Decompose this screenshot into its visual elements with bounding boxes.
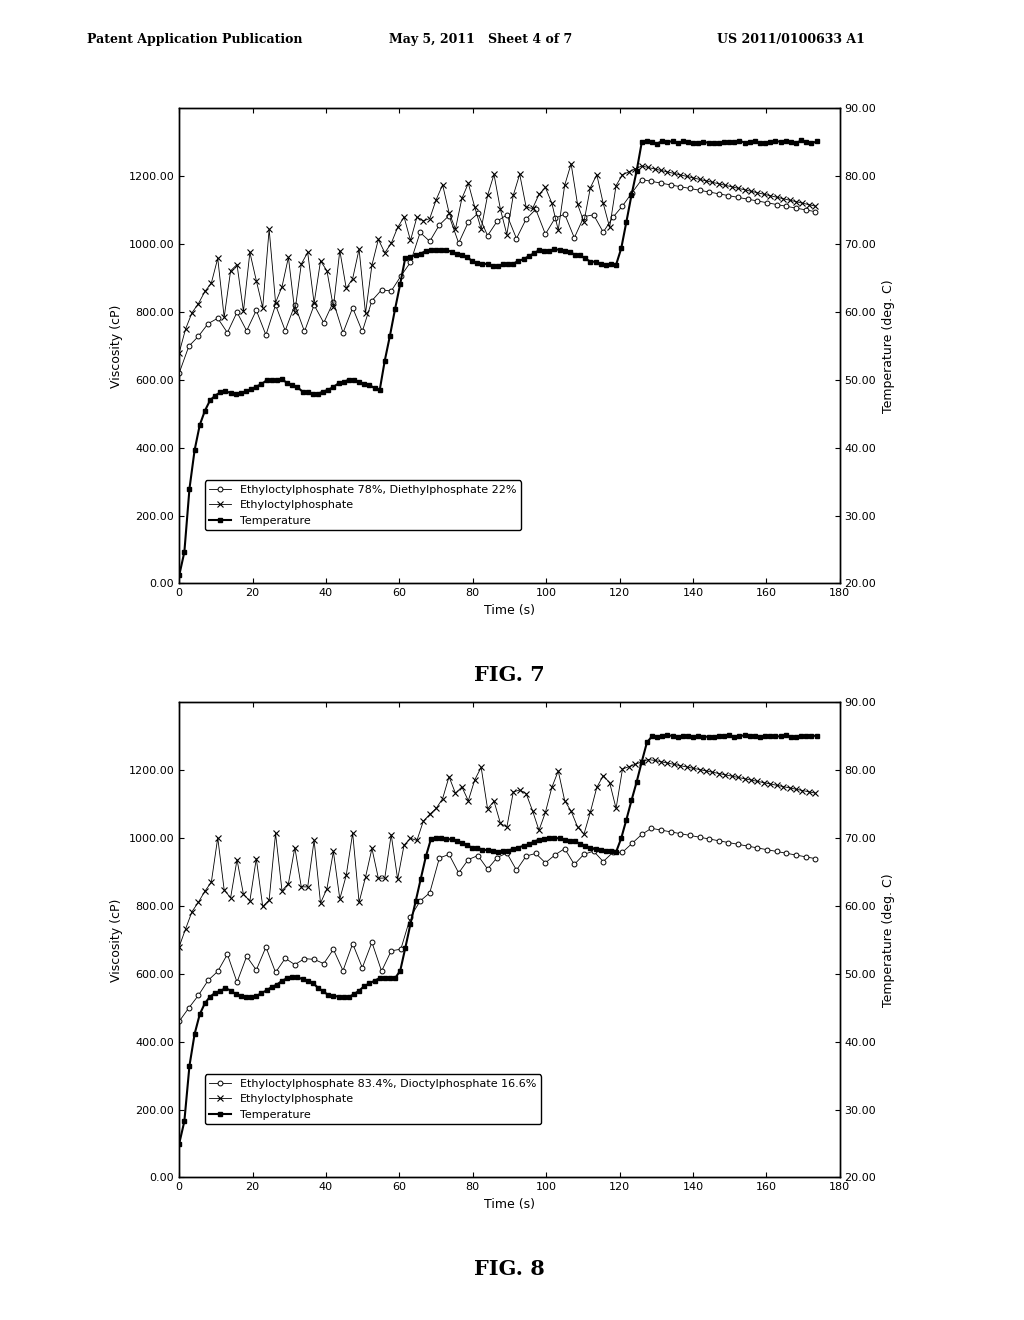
Ethyloctylphosphate 83.4%, Dioctylphosphate 16.6% [173,1014,185,1030]
Ethyloctylphosphate [809,198,821,214]
Ethyloctylphosphate 78%, Diethylphosphate 22% [665,177,677,193]
Temperature [173,568,185,583]
Ethyloctylphosphate [642,751,654,767]
Ethyloctylphosphate [321,880,333,896]
Line: Ethyloctylphosphate 83.4%, Dioctylphosphate 16.6%: Ethyloctylphosphate 83.4%, Dioctylphosph… [177,826,817,1024]
Ethyloctylphosphate 78%, Diethylphosphate 22% [250,302,262,318]
Ethyloctylphosphate 78%, Diethylphosphate 22% [173,366,185,381]
Ethyloctylphosphate [501,227,513,243]
Line: Temperature: Temperature [177,139,818,578]
Temperature [323,987,335,1003]
Temperature [723,135,735,150]
Text: Patent Application Publication: Patent Application Publication [87,33,302,46]
Ethyloctylphosphate 78%, Diethylphosphate 22% [269,297,282,313]
Ethyloctylphosphate [809,785,821,801]
Line: Ethyloctylphosphate 78%, Diethylphosphate 22%: Ethyloctylphosphate 78%, Diethylphosphat… [177,177,817,375]
Text: FIG. 8: FIG. 8 [474,1259,545,1279]
Ethyloctylphosphate 83.4%, Dioctylphosphate 16.6% [250,962,262,978]
Ethyloctylphosphate [173,345,185,360]
Line: Ethyloctylphosphate: Ethyloctylphosphate [176,161,818,355]
Temperature [338,989,350,1005]
Ethyloctylphosphate 83.4%, Dioctylphosphate 16.6% [462,851,474,867]
Ethyloctylphosphate 78%, Diethylphosphate 22% [770,197,782,213]
Temperature [568,247,581,263]
Temperature [810,133,822,149]
Ethyloctylphosphate [501,820,513,836]
Y-axis label: Viscosity (cP): Viscosity (cP) [110,898,123,982]
Ethyloctylphosphate 83.4%, Dioctylphosphate 16.6% [809,850,821,866]
Ethyloctylphosphate [173,939,185,954]
Temperature [323,381,335,397]
Temperature [713,729,725,744]
Ethyloctylphosphate 83.4%, Dioctylphosphate 16.6% [665,824,677,840]
Legend: Ethyloctylphosphate 78%, Diethylphosphate 22%, Ethyloctylphosphate, Temperature: Ethyloctylphosphate 78%, Diethylphosphat… [205,480,521,531]
X-axis label: Time (s): Time (s) [484,1197,535,1210]
Ethyloctylphosphate [321,263,333,279]
Ethyloctylphosphate 83.4%, Dioctylphosphate 16.6% [269,965,282,981]
Ethyloctylphosphate [295,256,307,272]
Ethyloctylphosphate [552,763,564,779]
Temperature [662,727,674,743]
Temperature [708,135,720,150]
Ethyloctylphosphate [764,187,776,203]
Ethyloctylphosphate [764,776,776,792]
Ethyloctylphosphate [783,193,796,209]
Ethyloctylphosphate [565,156,578,172]
Ethyloctylphosphate [552,222,564,238]
Ethyloctylphosphate 83.4%, Dioctylphosphate 16.6% [433,850,445,866]
Temperature [795,132,807,148]
Ethyloctylphosphate [295,879,307,895]
Temperature [728,729,740,744]
Temperature [338,374,350,389]
Text: FIG. 7: FIG. 7 [474,665,545,685]
Ethyloctylphosphate 78%, Diethylphosphate 22% [636,172,648,187]
Temperature [774,729,786,744]
Ethyloctylphosphate 78%, Diethylphosphate 22% [809,203,821,219]
Y-axis label: Viscosity (cP): Viscosity (cP) [110,304,123,388]
Line: Temperature: Temperature [177,733,818,1146]
Ethyloctylphosphate 83.4%, Dioctylphosphate 16.6% [645,820,657,836]
Temperature [568,833,581,849]
Y-axis label: Temperature (deg. C): Temperature (deg. C) [882,873,895,1007]
Y-axis label: Temperature (deg. C): Temperature (deg. C) [882,279,895,413]
X-axis label: Time (s): Time (s) [484,603,535,616]
Text: May 5, 2011   Sheet 4 of 7: May 5, 2011 Sheet 4 of 7 [389,33,572,46]
Temperature [769,133,781,149]
Text: US 2011/0100633 A1: US 2011/0100633 A1 [717,33,864,46]
Ethyloctylphosphate 78%, Diethylphosphate 22% [462,214,474,230]
Legend: Ethyloctylphosphate 83.4%, Dioctylphosphate 16.6%, Ethyloctylphosphate, Temperat: Ethyloctylphosphate 83.4%, Dioctylphosph… [205,1074,541,1125]
Line: Ethyloctylphosphate: Ethyloctylphosphate [176,756,818,949]
Ethyloctylphosphate 78%, Diethylphosphate 22% [433,216,445,232]
Ethyloctylphosphate [783,780,796,796]
Temperature [173,1135,185,1151]
Ethyloctylphosphate 83.4%, Dioctylphosphate 16.6% [770,843,782,859]
Temperature [810,729,822,744]
